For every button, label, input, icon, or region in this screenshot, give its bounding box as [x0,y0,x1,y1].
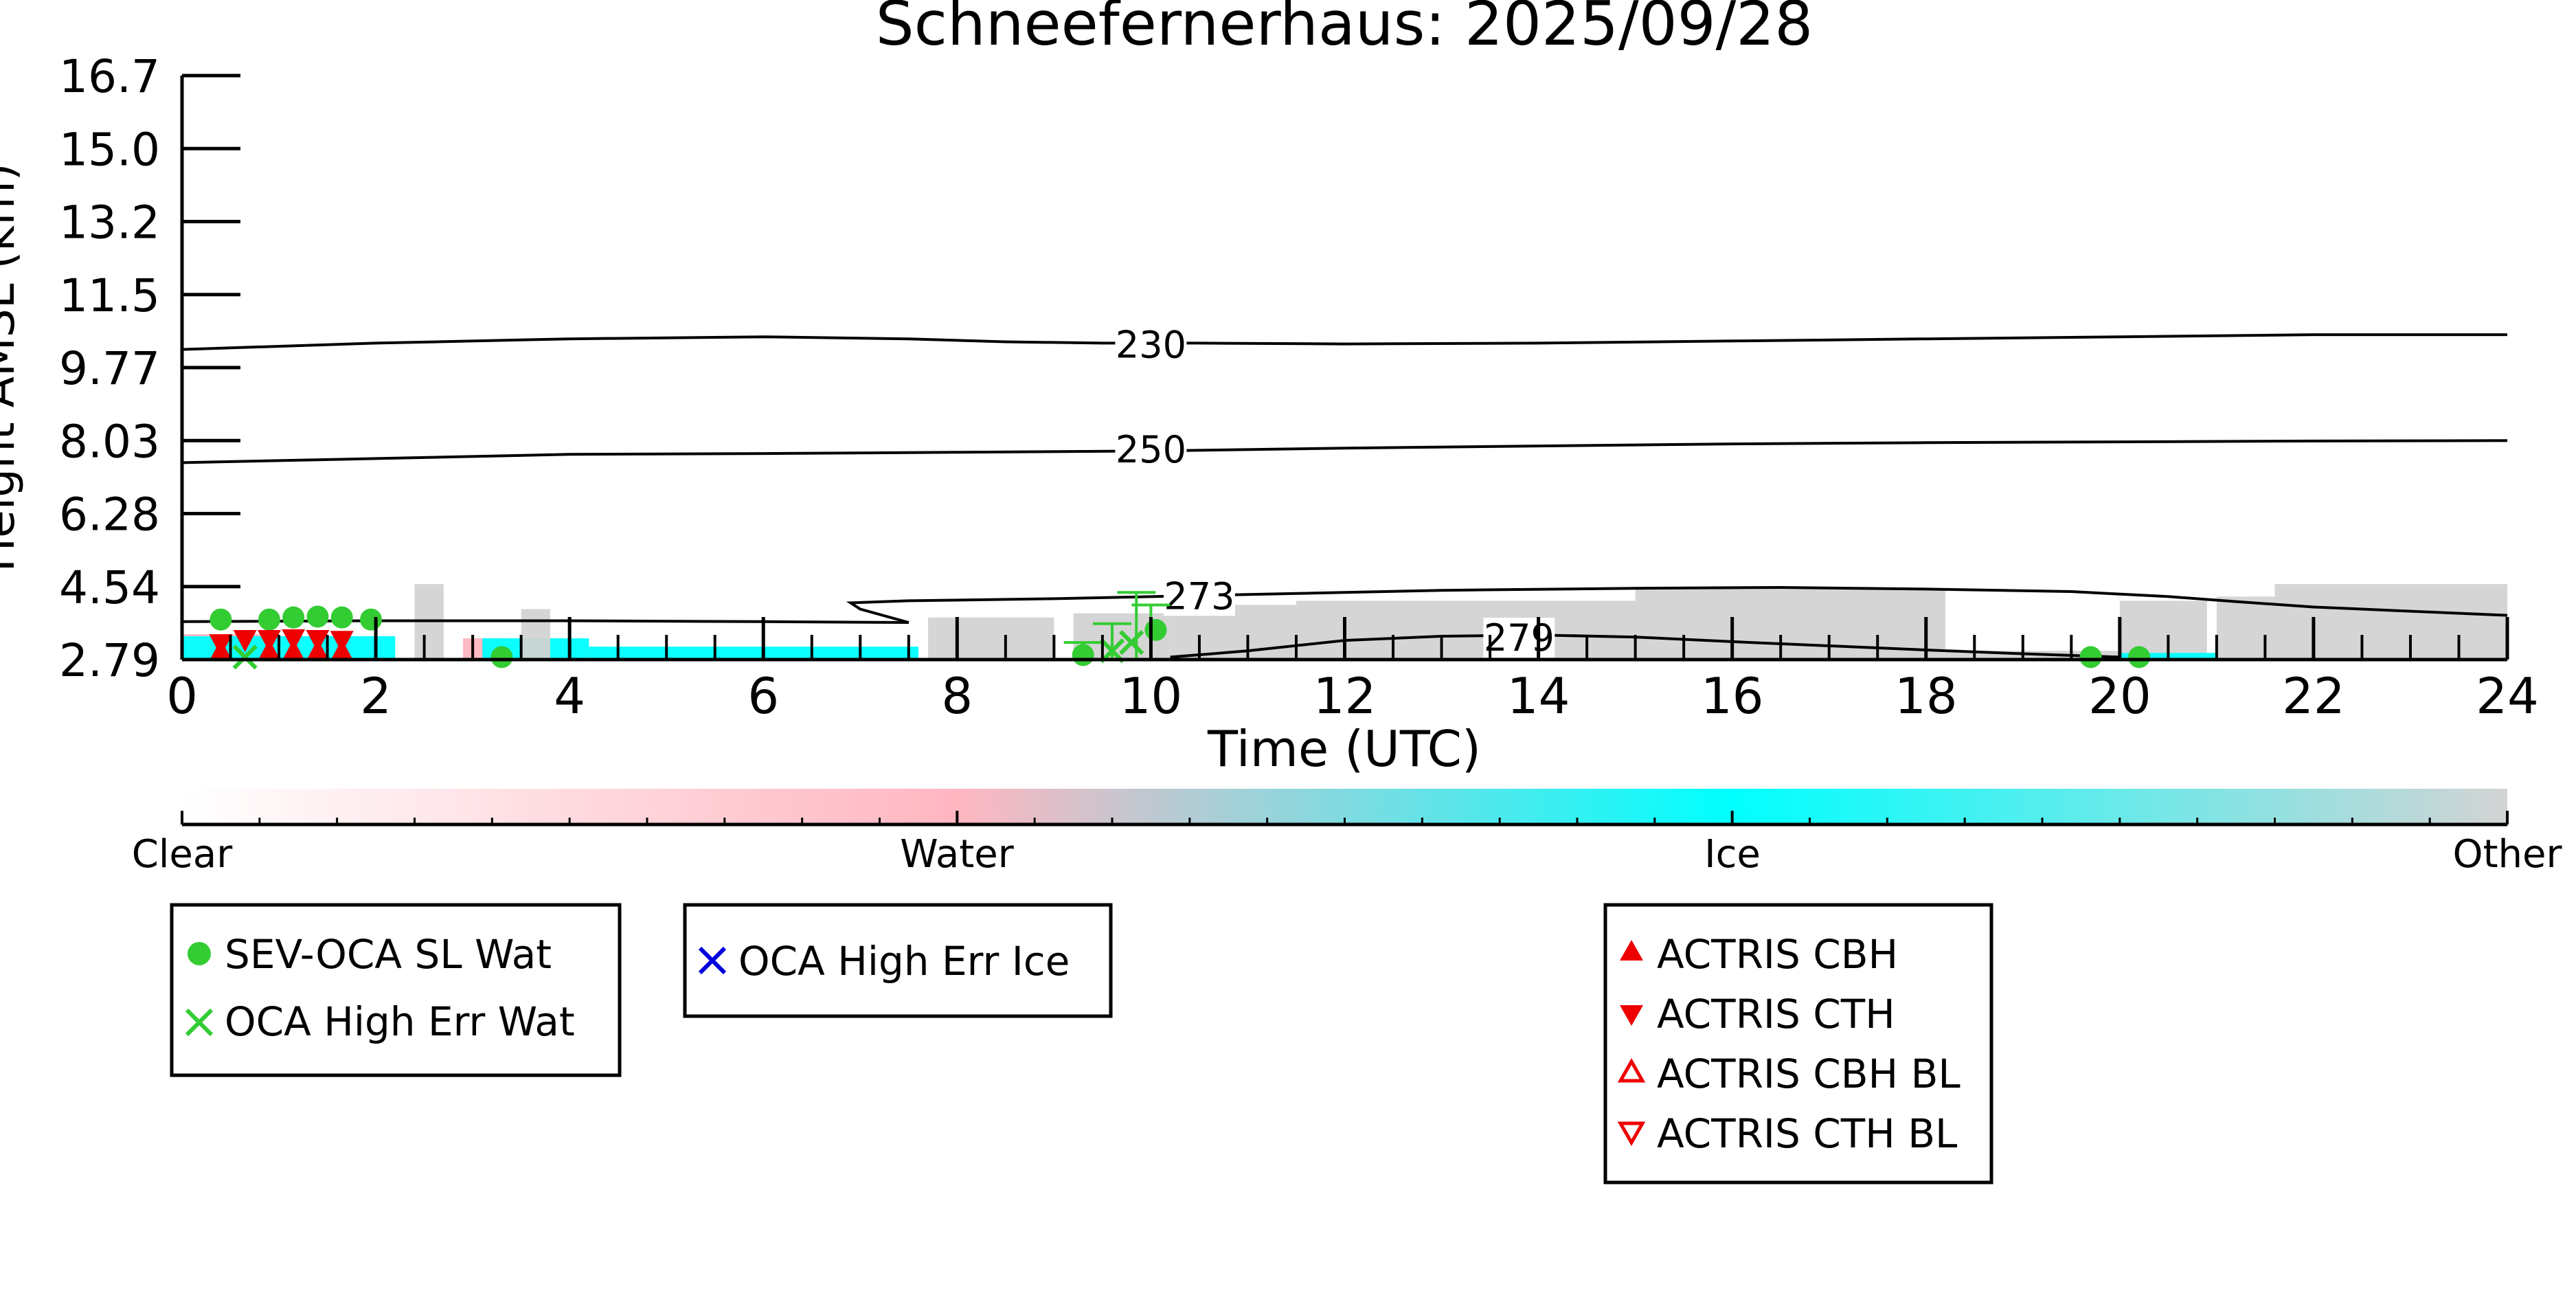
legend-label-sev-oca-sl-wat: SEV-OCA SL Wat [225,931,552,978]
y-tick-label: 9.77 [59,342,160,395]
x-tick-label: 4 [554,667,585,725]
x-tick-label: 8 [941,667,973,725]
contour-label-bg [1163,576,1235,616]
point-sev-oca-sl-wat [330,606,353,629]
point-actris-cth [233,630,257,653]
chart-title: Schneefernerhaus: 2025/09/28 [876,0,1814,59]
x-tick-label: 20 [2088,667,2151,725]
point-sev-oca-sl-wat [210,608,232,631]
classification-cell-other [2274,584,2507,660]
point-actris-cth [257,630,281,653]
colorbar-ticks [181,811,2509,827]
contour-label-230: 230 [1116,323,1186,366]
contour-label-bg [1483,618,1555,658]
point-actris-cth [330,631,354,653]
contour-line-250 [181,439,2508,464]
point-sev-oca-sl-wat [2079,646,2102,669]
x-tick-label: 22 [2282,667,2345,725]
legend-label-actris-cth-bl: ACTRIS CTH BL [1657,1110,1957,1157]
classification-layer [182,584,2507,660]
legend-marker-filled-circle [188,942,211,965]
classification-cell-ice [589,647,918,660]
legend-label-actris-cbh-bl: ACTRIS CBH BL [1657,1051,1961,1097]
contour-label-bg [1115,429,1187,470]
point-actris-cth [306,630,330,653]
legend-box-sev-oca: SEV-OCA SL Wat OCA High Err Wat [170,903,622,1077]
point-actris-cth [209,634,233,657]
contour-line-273 [181,585,2508,624]
classification-cell-other [928,617,1054,660]
x-tick-label: 10 [1120,667,1183,725]
x-tick-label: 6 [747,667,779,725]
point-sev-oca-sl-wat [306,605,329,628]
x-tick-label: 12 [1313,667,1377,725]
point-oca-high-err-wat [1119,629,1144,655]
contour-label-279: 279 [1484,616,1555,660]
y-tick-label: 8.03 [59,415,160,468]
x-tick-label: 18 [1895,667,1958,725]
legend-box-oca-ice: OCA High Err Ice [683,903,1113,1018]
y-tick-label: 13.2 [59,197,160,249]
x-tick-label: 24 [2476,667,2539,725]
y-tick-label: 6.28 [59,489,160,541]
legend-marker-open-triangle-down [1617,1121,1646,1147]
legend-frame [683,903,1113,1018]
y-axis-label: Height AMSL (km) [0,164,25,572]
classification-cell-other [1296,600,1636,660]
y-tick-label: 15.0 [59,123,160,176]
x-tick-label: 16 [1701,667,1764,725]
y-tick-label: 2.79 [59,634,160,687]
classification-cell-other [521,609,550,660]
colorbar-label-ice: Ice [1704,832,1761,877]
contour-layer: 230 250 273 279 [181,323,2508,660]
legend-marker-blue-x [698,946,727,975]
point-actris-cth [282,629,306,651]
y-tick-label: 4.54 [59,561,160,614]
legend-marker-filled-triangle-up [1620,940,1643,961]
legend-marker-open-triangle-up [1617,1057,1646,1083]
legend-marker-filled-triangle-down [1620,1005,1643,1026]
colorbar-label-clear: Clear [132,832,233,877]
y-tick-label: 11.5 [59,269,160,322]
legend-label-actris-cbh: ACTRIS CBH [1657,931,1898,978]
contour-label-273: 273 [1164,574,1234,618]
legend-marker-green-x [185,1008,214,1037]
contour-label-bg [1115,324,1187,365]
x-axis-label: Time (UTC) [1207,720,1481,778]
point-sev-oca-sl-wat [2128,646,2151,669]
contour-line-230 [181,333,2507,351]
y-tick-label: 16.7 [59,50,160,103]
legend-label-oca-high-err-ice: OCA High Err Ice [738,938,1070,985]
legend-frame [1603,903,1993,1185]
legend-label-oca-high-err-wat: OCA High Err Wat [225,998,575,1045]
colorbar: Clear Water Ice Other [132,789,2562,877]
point-sev-oca-sl-wat [490,646,513,669]
legend-label-actris-cth: ACTRIS CTH [1657,991,1895,1037]
legend-box-actris: ACTRIS CBH ACTRIS CTH ACTRIS CBH BL ACTR… [1603,903,1993,1185]
legend-frame [170,903,622,1077]
x-tick-label: 2 [360,667,392,725]
point-sev-oca-sl-wat [258,608,280,631]
point-sev-oca-sl-wat [282,606,305,629]
colorbar-label-other: Other [2452,832,2562,877]
contour-label-250: 250 [1116,428,1186,471]
point-sev-oca-sl-wat [360,608,383,631]
x-tick-label: 14 [1507,667,1570,725]
point-oca-high-err-wat [232,644,258,670]
x-tick-label: 0 [166,667,198,725]
colorbar-label-water: Water [900,832,1015,877]
point-sev-oca-sl-wat [1072,644,1094,666]
point-sev-oca-sl-wat [1144,618,1167,641]
